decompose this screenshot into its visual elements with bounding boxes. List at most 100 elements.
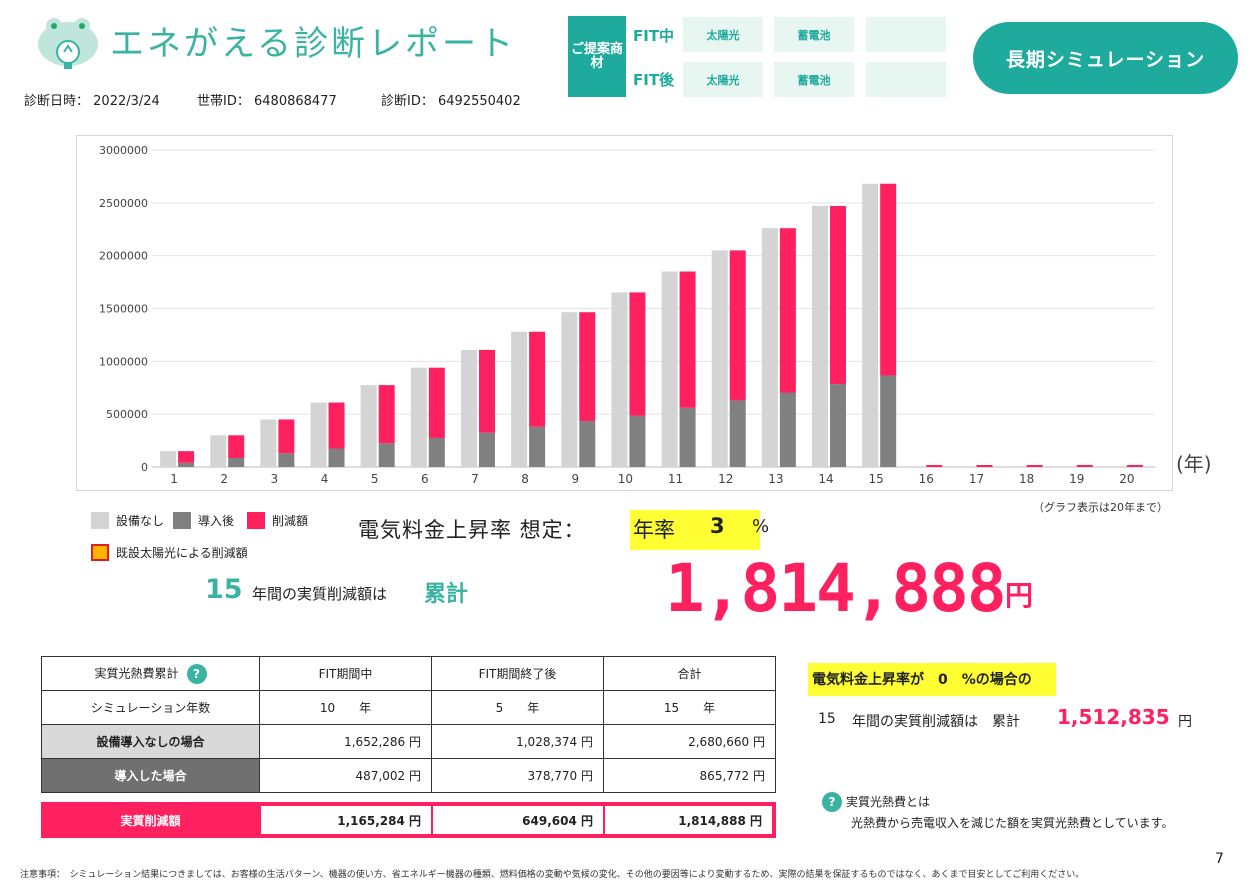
bar-no-equipment <box>812 206 829 467</box>
net-savings-label: 実質削減額 <box>120 813 181 828</box>
help-icon[interactable]: ? <box>186 663 207 684</box>
bar-no-equipment <box>862 183 879 467</box>
bar-after-install <box>328 448 345 467</box>
bar-after-install <box>679 407 696 467</box>
definition-title: 実質光熱費とは <box>846 795 931 809</box>
bar-reduction <box>976 465 993 467</box>
table-cell: 10 年 <box>259 690 432 725</box>
table-cell: 2,680,660 円 <box>603 724 776 759</box>
row-label: 設備導入なしの場合 <box>41 724 260 759</box>
frog-logo-icon <box>38 18 98 69</box>
bar-reduction <box>579 312 596 422</box>
table-cell: 378,770 円 <box>431 758 604 793</box>
bar-after-install <box>478 432 495 467</box>
bar-no-equipment <box>360 385 377 467</box>
bar-no-equipment <box>460 349 477 467</box>
bar-after-install <box>830 384 847 467</box>
table-header-cell: FIT期間中 <box>259 656 432 691</box>
proposal-label: ご提案商材 <box>568 16 626 97</box>
disclaimer-note: 注意事項： シミュレーション結果につきましては、お客様の生活パターン、機器の使い… <box>20 870 1085 880</box>
cost-summary-table: 実質光熱費累計? FIT期間中 FIT期間終了後 合計 シミュレーション年数 1… <box>41 656 776 793</box>
x-tick-label: 10 <box>618 472 633 486</box>
row-label: 導入した場合 <box>41 758 260 793</box>
bar-after-install <box>428 437 445 467</box>
zero-rate-yen: 円 <box>1178 714 1192 730</box>
summary-text: 年間の実質削減額は <box>252 585 388 603</box>
bar-reduction <box>1126 465 1143 467</box>
bar-reduction <box>178 451 195 463</box>
zero-rate-highlight <box>808 663 1056 696</box>
cost-chart: 0 500000 1000000 1500000 2000000 2500000 30000… <box>76 135 1173 491</box>
bar-reduction <box>679 271 696 408</box>
bar-reduction <box>629 292 646 416</box>
x-tick-label: 16 <box>919 472 934 486</box>
x-tick-label: 12 <box>718 472 733 486</box>
x-tick-label: 6 <box>421 472 429 486</box>
chart-note: （グラフ表示は20年まで） <box>1033 501 1168 514</box>
fit-after-item <box>866 62 946 97</box>
x-tick-label: 18 <box>1019 472 1034 486</box>
table-header-cell: FIT期間終了後 <box>431 656 604 691</box>
x-tick-label: 19 <box>1069 472 1084 486</box>
y-tick-label: 2500000 <box>99 197 148 210</box>
x-tick-label: 4 <box>321 472 329 486</box>
table-header-cell: 合計 <box>603 656 776 691</box>
bar-reduction <box>278 419 295 454</box>
y-tick-label: 1500000 <box>99 303 148 316</box>
legend-reduction: 削減額 <box>247 512 308 529</box>
table-row: シミュレーション年数 10 年 5 年 15 年 <box>41 690 776 725</box>
fit-during-item <box>866 17 946 52</box>
bar-reduction <box>1026 465 1043 467</box>
fit-after-item: 太陽光 <box>683 62 763 97</box>
bar-reduction <box>880 183 897 376</box>
rate-label: 年率 <box>633 518 675 542</box>
household-id: 世帯ID： 6480868477 <box>197 94 337 109</box>
bar-no-equipment <box>210 435 227 467</box>
bar-after-install <box>529 426 546 467</box>
bar-no-equipment <box>160 451 177 467</box>
help-icon[interactable]: ? <box>822 792 842 812</box>
bar-no-equipment <box>611 292 628 467</box>
table-cell: 865,772 円 <box>603 758 776 793</box>
row-label: シミュレーション年数 <box>41 690 260 725</box>
table-row: 設備導入なしの場合 1,652,286 円 1,028,374 円 2,680,… <box>41 724 776 759</box>
table-row: 導入した場合 487,002 円 378,770 円 865,772 円 <box>41 758 776 793</box>
table-header-row: 実質光熱費累計? FIT期間中 FIT期間終了後 合計 <box>41 656 776 691</box>
page-number: 7 <box>1215 851 1224 867</box>
total-savings-yen: 円 <box>1005 579 1034 612</box>
x-tick-label: 14 <box>818 472 833 486</box>
legend-after-install: 導入後 <box>173 512 234 529</box>
net-savings-cell: 649,604 円 <box>433 806 603 834</box>
bar-after-install <box>729 400 746 467</box>
rate-unit: % <box>752 516 770 537</box>
fit-after-item: 蓄電池 <box>774 62 854 97</box>
x-tick-label: 2 <box>220 472 228 486</box>
table-cell: 15 年 <box>603 690 776 725</box>
x-tick-label: 11 <box>668 472 683 486</box>
bar-no-equipment <box>410 367 427 467</box>
bar-after-install <box>629 415 646 467</box>
legend-swatch <box>247 512 265 529</box>
bar-no-equipment <box>511 331 528 467</box>
x-tick-label: 3 <box>271 472 279 486</box>
legend-swatch <box>91 544 109 561</box>
rate-highlight <box>630 510 760 550</box>
fit-during-item: 蓄電池 <box>774 17 854 52</box>
bar-after-install <box>579 421 596 467</box>
bar-after-install <box>378 443 395 467</box>
table-header-cell: 実質光熱費累計? <box>41 656 260 691</box>
bar-no-equipment <box>561 312 578 467</box>
year-axis-unit: (年) <box>1176 452 1212 476</box>
fit-during-item: 太陽光 <box>683 17 763 52</box>
legend-swatch <box>173 512 191 529</box>
bar-reduction <box>729 250 746 401</box>
total-savings-amount: 1,814,888 <box>665 550 1007 627</box>
x-tick-label: 13 <box>768 472 783 486</box>
bar-no-equipment <box>761 228 778 467</box>
long-term-simulation-button[interactable]: 長期シミュレーション <box>973 22 1238 94</box>
table-cell: 5 年 <box>431 690 604 725</box>
y-tick-label: 1000000 <box>99 355 148 368</box>
bar-no-equipment <box>310 402 327 467</box>
diagnosis-id: 診断ID： 6492550402 <box>381 94 521 109</box>
bar-after-install <box>278 453 295 467</box>
